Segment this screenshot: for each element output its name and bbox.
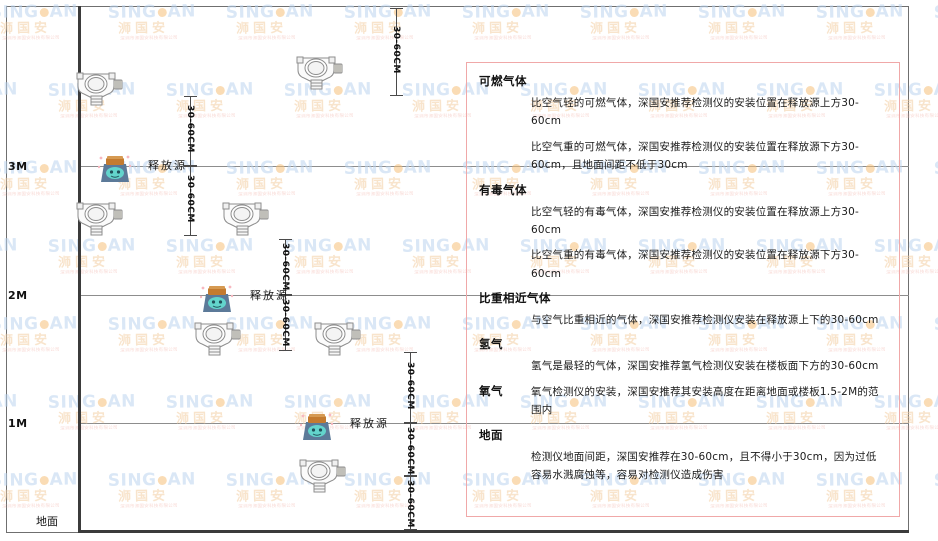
gas-detector-icon (299, 459, 346, 493)
gas-detector (72, 198, 124, 242)
dimension-label: 30-60CM (405, 480, 415, 528)
gas-detector (292, 52, 344, 96)
panel-section-heading: 地面 (479, 427, 503, 442)
panel-section-paragraph: 比空气轻的有毒气体，深国安推荐检测仪的安装位置在释放源上方30-60cm (531, 205, 860, 236)
dimension-line: 30-60CM (404, 476, 417, 530)
release-source (199, 282, 234, 318)
gas-installation-info-panel: 可燃气体 比空气轻的可燃气体，深国安推荐检测仪的安装位置在释放源上方30-60cm… (466, 62, 900, 517)
release-source (97, 152, 132, 188)
panel-section-paragraph: 比空气重的有毒气体，深国安推荐检测仪的安装位置在释放源下方30-60cm (531, 249, 860, 280)
level-label: 3M (8, 160, 28, 173)
dimension-line: 30-60CM (184, 96, 197, 166)
gas-detector-icon (314, 322, 361, 356)
level-line-1m (79, 423, 909, 424)
ground-label: 地面 (36, 515, 58, 528)
release-source-label: 释放源 (148, 159, 187, 172)
dimension-line: 30-60CM (390, 8, 403, 96)
panel-section-paragraph: 比空气轻的可燃气体，深国安推荐检测仪的安装位置在释放源上方30-60cm (531, 97, 860, 128)
release-source (299, 410, 334, 446)
release-source-label: 释放源 (250, 289, 289, 302)
gas-detector-icon (222, 202, 269, 236)
dimension-label: 30-60CM (391, 26, 401, 74)
gas-detector-icon (194, 322, 241, 356)
panel-section-paragraph: 比空气重的可燃气体，深国安推荐检测仪的安装位置在释放源下方30-60cm，且地面… (531, 140, 860, 172)
dimension-line: 30-60CM (404, 423, 417, 476)
dimension-label: 30-60CM (185, 175, 195, 223)
dimension-label: 30-60CM (280, 243, 290, 291)
vertical-axis (78, 6, 81, 533)
level-line-3m (79, 166, 909, 167)
panel-section-paragraph: 氧气检测仪的安装，深国安推荐其安装高度在距离地面或楼板1.5-2M的范围内 (531, 385, 879, 417)
dimension-line: 30-60CM (279, 239, 292, 295)
panel-section-heading: 有毒气体 (479, 182, 527, 197)
release-source-label: 释放源 (350, 417, 389, 430)
dimension-line: 30-60CM (404, 352, 417, 423)
release-source-icon (199, 285, 234, 312)
horizontal-axis-ground (78, 530, 909, 533)
release-source-icon (299, 413, 334, 440)
dimension-line: 30-60CM (184, 166, 197, 236)
dimension-label: 30-60CM (405, 361, 415, 410)
gas-detector (310, 318, 362, 362)
panel-section-heading: 氧气 (479, 383, 503, 398)
dimension-line: 30-60CM (279, 295, 292, 351)
gas-detector-icon (296, 56, 343, 90)
dimension-label: 30-60CM (185, 105, 195, 153)
panel-section-heading: 氢气 (479, 337, 503, 352)
panel-section-heading: 比重相近气体 (479, 291, 551, 305)
level-label: 1M (8, 417, 28, 430)
gas-detector (190, 318, 242, 362)
panel-section-paragraph: 与空气比重相近的气体，深国安推荐检测仪安装在释放源上下的30-60cm (531, 314, 879, 326)
gas-detector (72, 68, 124, 112)
gas-detector (295, 455, 347, 499)
panel-section: 氧气 氧气检测仪的安装，深国安推荐其安装高度在距离地面或楼板1.5-2M的范围内 (479, 383, 885, 420)
panel-section-paragraph: 氢气是最轻的气体，深国安推荐氢气检测仪安装在楼板面下方的30-60cm (531, 360, 879, 373)
level-label: 2M (8, 289, 28, 302)
dimension-label: 30-60CM (405, 427, 415, 475)
gas-detector (218, 198, 270, 242)
panel-section-paragraph: 检测仪地面间距，深国安推荐在30-60cm，且不得小于30cm，因为过低容易水溅… (531, 450, 877, 481)
dimension-label: 30-60CM (280, 299, 290, 347)
gas-detector-icon (76, 72, 123, 106)
release-source-icon (97, 155, 132, 182)
gas-detector-icon (76, 202, 123, 236)
panel-section-heading: 可燃气体 (479, 74, 527, 88)
level-line-2m (79, 295, 909, 296)
